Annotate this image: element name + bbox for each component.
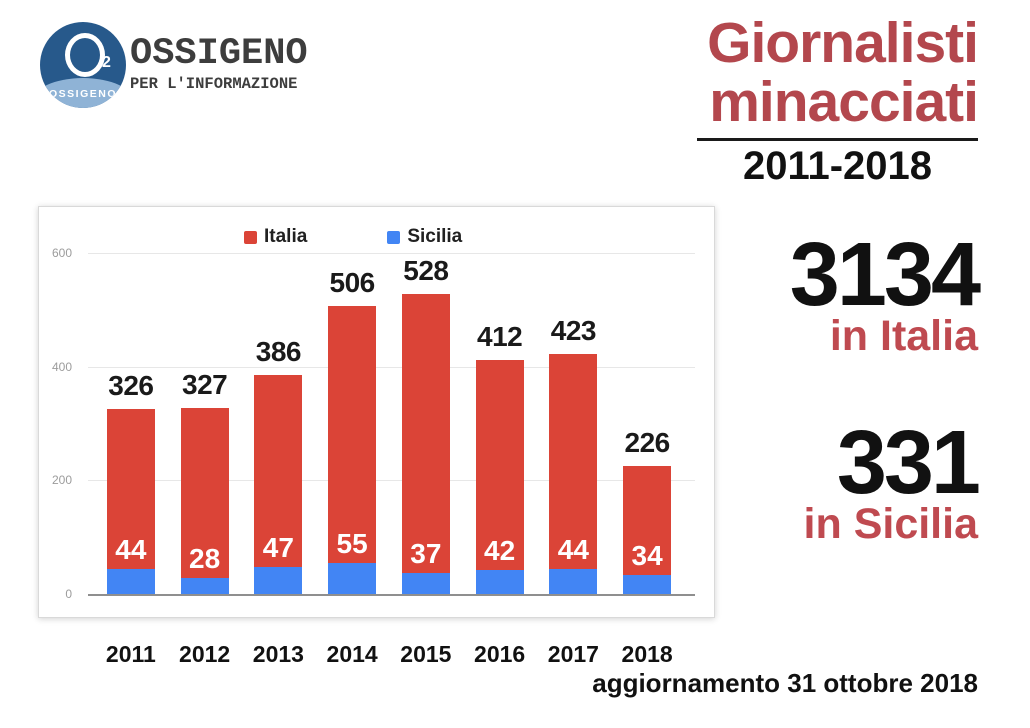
total-label-2013: 386 bbox=[255, 336, 302, 367]
x-tick-label-2018: 2018 bbox=[621, 641, 673, 667]
bar-group-2014: 506 55 2014 bbox=[315, 253, 389, 666]
title-line-2: minacciati bbox=[709, 70, 979, 134]
x-tick-label-2016: 2016 bbox=[474, 641, 526, 667]
x-axis-line bbox=[88, 594, 695, 596]
segment-italia-2012 bbox=[180, 408, 229, 578]
x-tick-label-2012: 2012 bbox=[179, 641, 231, 667]
segment-sicilia-2013 bbox=[254, 567, 303, 594]
sicilia-label-2015: 37 bbox=[410, 538, 442, 569]
sicilia-label-2011: 44 bbox=[115, 534, 147, 565]
stat-sicilia: 331 in Sicilia bbox=[803, 413, 981, 548]
stat-sicilia-label: in Sicilia bbox=[803, 500, 978, 548]
bar-2016 bbox=[475, 360, 524, 594]
segment-italia-2015 bbox=[401, 294, 450, 573]
x-tick-label-2014: 2014 bbox=[326, 641, 378, 667]
logo-tagline: PER L'INFORMAZIONE bbox=[130, 75, 298, 93]
bar-group-2013: 386 47 2013 bbox=[242, 253, 316, 666]
sicilia-label-2016: 42 bbox=[484, 535, 516, 566]
bar-group-2017: 423 44 2017 bbox=[537, 253, 611, 666]
bar-group-2015: 528 37 2015 bbox=[389, 253, 463, 666]
stat-italia: 3134 in Italia bbox=[789, 225, 981, 360]
title-divider bbox=[697, 138, 978, 141]
segment-italia-2018 bbox=[623, 466, 672, 575]
logo-wordmark-block: OSSIGENO PER L'INFORMAZIONE bbox=[130, 36, 308, 93]
bar-group-2012: 327 28 2012 bbox=[168, 253, 242, 666]
bar-2011 bbox=[106, 409, 155, 594]
total-label-2012: 327 bbox=[182, 369, 228, 400]
segment-sicilia-2011 bbox=[106, 569, 155, 594]
logo-circle-caption: OSSIGENO bbox=[48, 88, 117, 100]
gridline-200 bbox=[88, 480, 695, 482]
legend-item-italia: Italia bbox=[244, 226, 307, 248]
bar-group-2016: 412 42 2016 bbox=[463, 253, 537, 666]
y-tick-label-0: 0 bbox=[65, 587, 72, 601]
oxygen-subscript: 2 bbox=[102, 54, 111, 71]
segment-sicilia-2012 bbox=[180, 578, 229, 594]
legend-label-sicilia: Sicilia bbox=[407, 226, 463, 247]
ossigeno-logo-icon: 2 OSSIGENO bbox=[40, 22, 126, 108]
y-tick-label-200: 200 bbox=[51, 473, 72, 488]
bar-group-2011: 326 44 2011 bbox=[94, 253, 168, 666]
x-tick-label-2013: 2013 bbox=[252, 641, 304, 667]
chart-legend: Italia Sicilia bbox=[244, 226, 462, 248]
segment-italia-2013 bbox=[254, 375, 303, 567]
total-label-2014: 506 bbox=[329, 267, 376, 298]
legend-item-sicilia: Sicilia bbox=[387, 226, 462, 248]
segment-sicilia-2015 bbox=[401, 573, 450, 594]
total-label-2015: 528 bbox=[403, 255, 449, 286]
chart-panel: Italia Sicilia 600 400 200 0 326 44 2011 327 28 2… bbox=[38, 206, 715, 666]
poster-title: Giornalisti minacciati 2011-2018 bbox=[697, 11, 979, 188]
bar-2014 bbox=[328, 306, 377, 594]
segment-sicilia-2017 bbox=[549, 569, 598, 594]
bar-2015 bbox=[401, 294, 450, 594]
bars-container: 326 44 2011 327 28 2012 386 47 2013 506 55 2014 528 3… bbox=[94, 253, 684, 666]
segment-italia-2017 bbox=[549, 354, 598, 569]
chart-plot-area: 600 400 200 0 326 44 2011 327 28 2012 386 47 2013 506… bbox=[39, 207, 714, 666]
legend-label-italia: Italia bbox=[264, 226, 308, 247]
sicilia-label-2017: 44 bbox=[557, 534, 589, 565]
title-period: 2011-2018 bbox=[742, 144, 933, 188]
total-label-2016: 412 bbox=[477, 321, 523, 352]
gridline-600 bbox=[88, 253, 695, 254]
x-tick-label-2011: 2011 bbox=[105, 641, 156, 667]
segment-italia-2016 bbox=[475, 360, 524, 570]
logo-light-arc bbox=[40, 78, 126, 108]
logo-wordmark: OSSIGENO bbox=[130, 33, 308, 75]
total-label-2017: 423 bbox=[550, 315, 597, 346]
segment-sicilia-2016 bbox=[475, 570, 524, 594]
sicilia-label-2014: 55 bbox=[336, 528, 368, 559]
x-tick-label-2015: 2015 bbox=[400, 641, 452, 667]
bar-2013 bbox=[254, 375, 303, 594]
bar-2018 bbox=[623, 466, 672, 594]
segment-italia-2014 bbox=[328, 306, 377, 563]
sicilia-label-2013: 47 bbox=[262, 532, 294, 563]
sicilia-label-2018: 34 bbox=[631, 540, 663, 571]
stat-italia-label: in Italia bbox=[829, 312, 978, 360]
legend-swatch-italia bbox=[244, 230, 257, 244]
update-note: aggiornamento 31 ottobre 2018 bbox=[592, 668, 978, 698]
oxygen-o-icon bbox=[65, 33, 105, 77]
title-line-1: Giornalisti bbox=[707, 11, 979, 75]
bar-group-2018: 226 34 2018 bbox=[610, 253, 684, 666]
x-tick-label-2017: 2017 bbox=[547, 641, 599, 667]
segment-sicilia-2018 bbox=[623, 575, 672, 594]
y-tick-label-600: 600 bbox=[51, 246, 72, 260]
stat-sicilia-value: 331 bbox=[836, 413, 981, 513]
total-label-2011: 326 bbox=[108, 370, 154, 401]
bar-2012 bbox=[180, 408, 229, 594]
bar-2017 bbox=[549, 354, 598, 594]
legend-swatch-sicilia bbox=[387, 230, 401, 244]
y-tick-label-400: 400 bbox=[51, 359, 72, 374]
segment-sicilia-2014 bbox=[328, 563, 377, 594]
sicilia-label-2012: 28 bbox=[189, 543, 221, 574]
total-label-2018: 226 bbox=[624, 427, 671, 458]
segment-italia-2011 bbox=[106, 409, 155, 569]
gridline-400 bbox=[88, 366, 695, 368]
stat-italia-value: 3134 bbox=[789, 225, 981, 325]
